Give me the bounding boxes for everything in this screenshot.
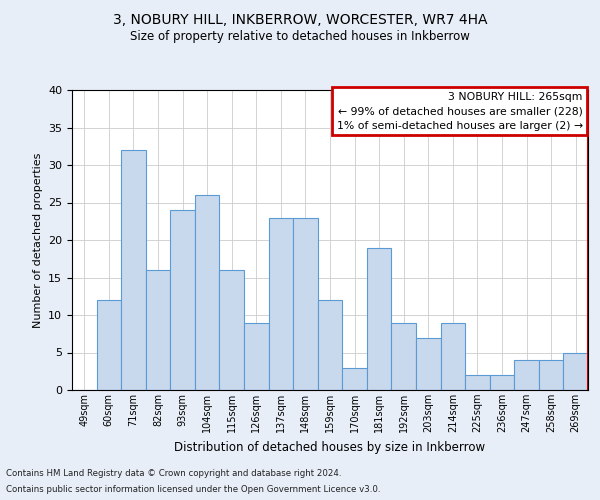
Y-axis label: Number of detached properties: Number of detached properties — [32, 152, 43, 328]
Bar — [170, 210, 195, 390]
Text: Size of property relative to detached houses in Inkberrow: Size of property relative to detached ho… — [130, 30, 470, 43]
Bar — [146, 270, 170, 390]
Bar — [244, 322, 269, 390]
Bar — [220, 270, 244, 390]
Bar — [342, 368, 367, 390]
Bar — [440, 322, 465, 390]
Bar — [97, 300, 121, 390]
Bar — [416, 338, 440, 390]
Text: 3, NOBURY HILL, INKBERROW, WORCESTER, WR7 4HA: 3, NOBURY HILL, INKBERROW, WORCESTER, WR… — [113, 12, 487, 26]
Bar — [121, 150, 146, 390]
Bar — [318, 300, 342, 390]
Bar — [293, 218, 318, 390]
X-axis label: Distribution of detached houses by size in Inkberrow: Distribution of detached houses by size … — [175, 440, 485, 454]
Bar — [367, 248, 391, 390]
Bar — [391, 322, 416, 390]
Bar — [269, 218, 293, 390]
Text: Contains HM Land Registry data © Crown copyright and database right 2024.: Contains HM Land Registry data © Crown c… — [6, 468, 341, 477]
Text: Contains public sector information licensed under the Open Government Licence v3: Contains public sector information licen… — [6, 485, 380, 494]
Text: 3 NOBURY HILL: 265sqm
← 99% of detached houses are smaller (228)
1% of semi-deta: 3 NOBURY HILL: 265sqm ← 99% of detached … — [337, 92, 583, 131]
Bar — [563, 352, 588, 390]
Bar — [514, 360, 539, 390]
Bar — [490, 375, 514, 390]
Bar — [465, 375, 490, 390]
Bar — [539, 360, 563, 390]
Bar — [195, 195, 220, 390]
